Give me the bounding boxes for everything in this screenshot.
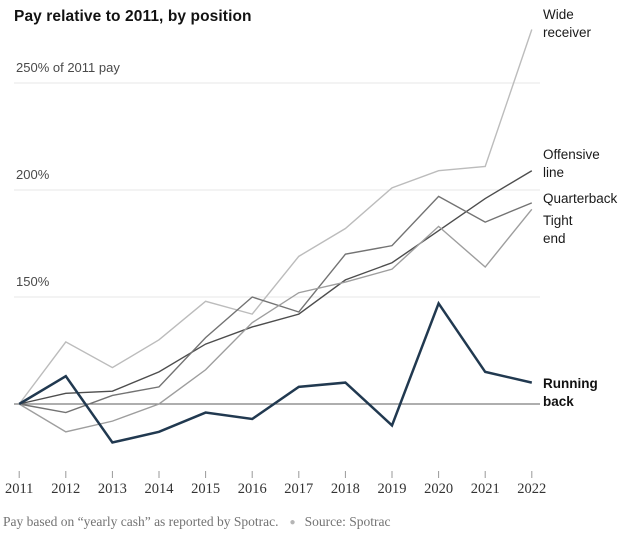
x-label-2016: 2016 <box>237 481 267 497</box>
series-line-running-back <box>18 300 533 444</box>
source-text: Source: Spotrac <box>304 514 391 529</box>
series-label-quarterback: Quarterback <box>543 191 618 206</box>
series-line-tight-end <box>18 208 533 433</box>
x-label-2021: 2021 <box>470 481 500 497</box>
series-line-offensive-line <box>19 170 533 405</box>
y-label-250: 250% of 2011 pay <box>16 60 120 75</box>
y-label-150: 150% <box>16 274 50 289</box>
x-label-2012: 2012 <box>51 481 81 497</box>
x-label-2017: 2017 <box>284 481 314 497</box>
x-label-2015: 2015 <box>191 481 221 497</box>
series-label-offensive-line: Offensive line <box>543 147 600 180</box>
footnote: Pay based on “yearly cash” as reported b… <box>3 514 390 530</box>
x-label-2013: 2013 <box>97 481 127 497</box>
x-label-2022: 2022 <box>517 481 547 497</box>
x-label-2018: 2018 <box>330 481 360 497</box>
series-label-tight-end: Tight end <box>543 213 573 246</box>
y-label-200: 200% <box>16 167 50 182</box>
x-label-2011: 2011 <box>4 481 34 497</box>
series-line-wide-receiver <box>18 29 533 405</box>
series-line-quarterback <box>19 195 533 414</box>
footnote-text: Pay based on “yearly cash” as reported b… <box>3 514 279 529</box>
chart-title: Pay relative to 2011, by position <box>14 8 252 25</box>
x-label-2020: 2020 <box>424 481 454 497</box>
series-label-wide-receiver: Wide receiver <box>543 7 592 40</box>
separator-dot-icon: ● <box>289 517 296 528</box>
x-label-2014: 2014 <box>144 481 174 497</box>
series-label-running-back: Running back <box>543 376 598 409</box>
x-label-2019: 2019 <box>377 481 407 497</box>
